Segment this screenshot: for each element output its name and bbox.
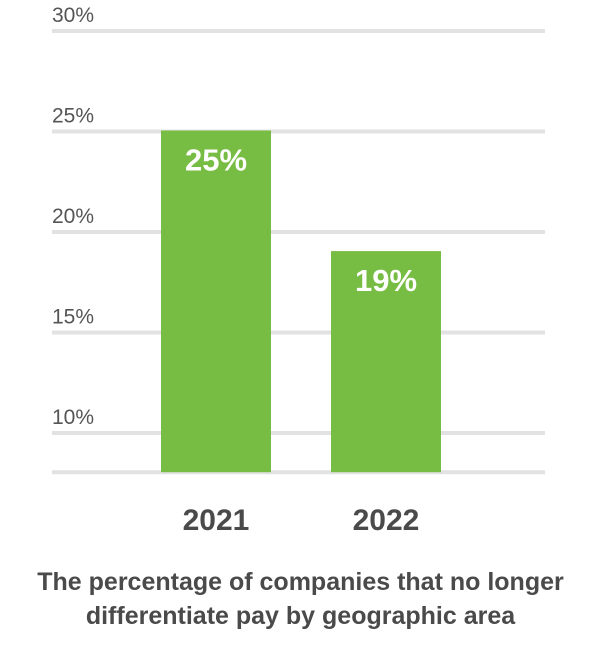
x-tick-label-2021: 2021	[183, 504, 250, 537]
data-label-2021: 25%	[185, 143, 247, 178]
data-label-2022: 19%	[355, 263, 417, 298]
y-tick-label: 25%	[52, 105, 94, 128]
y-axis-tick-labels: 10% 15% 20% 25% 30%	[52, 4, 94, 429]
bar-2021	[161, 130, 271, 473]
gridlines	[52, 29, 545, 435]
bar-chart: 25% 19% 10% 15% 20% 25% 30% 2021 2022	[52, 4, 545, 537]
caption-line-1: The percentage of companies that no long…	[37, 568, 564, 596]
x-axis-category-labels: 2021 2022	[183, 504, 420, 537]
y-tick-label: 30%	[52, 4, 94, 27]
chart-caption: The percentage of companies that no long…	[0, 565, 601, 633]
bar-2022	[331, 251, 441, 473]
y-tick-label: 10%	[52, 406, 94, 429]
bars: 25% 19%	[161, 130, 441, 473]
x-tick-label-2022: 2022	[353, 504, 420, 537]
caption-line-2: differentiate pay by geographic area	[85, 602, 516, 630]
y-tick-label: 15%	[52, 306, 94, 329]
y-tick-label: 20%	[52, 205, 94, 228]
